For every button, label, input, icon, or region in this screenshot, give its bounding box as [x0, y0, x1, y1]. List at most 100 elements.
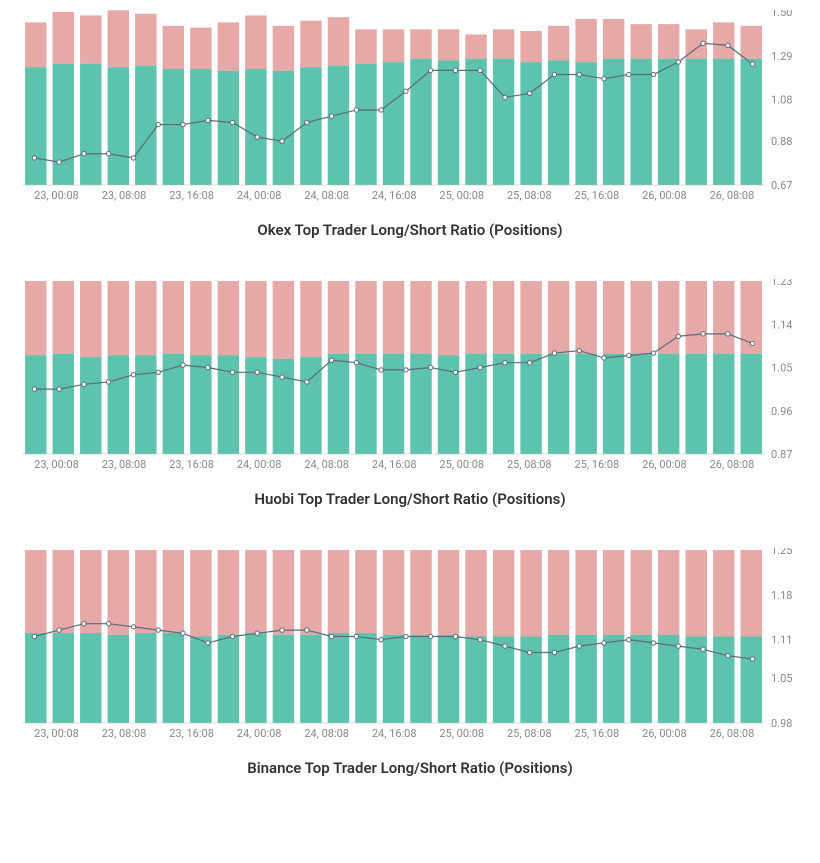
bar-long-segment: [575, 62, 596, 185]
x-tick-label: 23, 08:08: [102, 727, 147, 740]
ratio-marker: [57, 628, 61, 632]
bar-long-segment: [548, 354, 569, 454]
bar-short-segment: [713, 22, 734, 58]
bar-short-segment: [438, 550, 459, 635]
ratio-marker: [726, 654, 730, 658]
ratio-marker: [230, 370, 234, 374]
ratio-marker: [206, 641, 210, 645]
ratio-marker: [577, 348, 581, 352]
ratio-marker: [602, 356, 606, 360]
y-tick-label: 1.08: [771, 94, 792, 107]
ratio-marker: [379, 368, 383, 372]
ratio-marker: [255, 135, 259, 139]
bar-long-segment: [218, 71, 239, 185]
ratio-marker: [255, 631, 259, 635]
bar-short-segment: [630, 24, 651, 59]
bar-long-segment: [438, 635, 459, 723]
bar-short-segment: [53, 550, 74, 633]
bar-long-segment: [410, 635, 431, 723]
bar-short-segment: [80, 550, 101, 633]
ratio-marker: [676, 334, 680, 338]
ratio-marker: [32, 156, 36, 160]
bar-short-segment: [410, 29, 431, 58]
y-tick-label: 0.98: [771, 717, 792, 730]
bar-long-segment: [465, 59, 486, 185]
bar-long-segment: [630, 635, 651, 723]
bar-short-segment: [603, 550, 624, 635]
ratio-marker: [503, 360, 507, 364]
ratio-marker: [676, 60, 680, 64]
bar-short-segment: [465, 281, 486, 354]
bar-long-segment: [245, 633, 266, 723]
ratio-marker: [106, 152, 110, 156]
bar-long-segment: [685, 354, 706, 454]
bar-long-segment: [493, 637, 514, 724]
bar-long-segment: [713, 59, 734, 185]
ratio-marker: [32, 387, 36, 391]
ratio-marker: [750, 341, 754, 345]
bar-short-segment: [548, 281, 569, 354]
ratio-marker: [106, 621, 110, 625]
bar-long-segment: [658, 59, 679, 185]
ratio-marker: [453, 370, 457, 374]
bar-long-segment: [685, 59, 706, 185]
ratio-marker: [280, 139, 284, 143]
ratio-marker: [280, 628, 284, 632]
bar-long-segment: [603, 635, 624, 723]
bar-short-segment: [630, 550, 651, 635]
ratio-marker: [552, 72, 556, 76]
x-tick-label: 26, 08:08: [710, 727, 755, 740]
bar-long-segment: [190, 355, 211, 454]
bar-long-segment: [25, 355, 46, 454]
x-tick-label: 25, 08:08: [507, 458, 552, 471]
ratio-marker: [404, 89, 408, 93]
ratio-marker: [428, 634, 432, 638]
bar-short-segment: [548, 26, 569, 61]
bar-short-segment: [163, 550, 184, 633]
y-tick-label: 0.88: [771, 135, 792, 148]
bar-long-segment: [25, 67, 46, 185]
bar-long-segment: [355, 633, 376, 723]
ratio-marker: [726, 43, 730, 47]
ratio-marker: [354, 108, 358, 112]
bar-long-segment: [410, 59, 431, 185]
ratio-marker: [726, 332, 730, 336]
bar-long-segment: [190, 637, 211, 724]
bar-short-segment: [108, 281, 129, 355]
bar-short-segment: [273, 281, 294, 359]
bar-short-segment: [355, 550, 376, 633]
x-tick-label: 23, 16:08: [169, 727, 214, 740]
bar-short-segment: [25, 22, 46, 67]
bar-short-segment: [328, 17, 349, 65]
bar-short-segment: [520, 281, 541, 354]
bar-short-segment: [163, 26, 184, 69]
ratio-marker: [428, 365, 432, 369]
x-tick-label: 23, 16:08: [169, 189, 214, 202]
ratio-marker: [651, 72, 655, 76]
bar-short-segment: [383, 550, 404, 635]
ratio-marker: [230, 634, 234, 638]
x-tick-label: 26, 08:08: [710, 458, 755, 471]
bar-long-segment: [548, 60, 569, 185]
bar-long-segment: [163, 633, 184, 723]
ratio-marker: [528, 650, 532, 654]
y-tick-label: 1.14: [771, 318, 792, 331]
ratio-marker: [750, 657, 754, 661]
bar-long-segment: [108, 355, 129, 454]
ratio-marker: [701, 332, 705, 336]
ratio-marker: [750, 62, 754, 66]
bar-short-segment: [53, 12, 74, 64]
bar-long-segment: [355, 354, 376, 454]
bar-long-segment: [493, 59, 514, 185]
bar-long-segment: [135, 633, 156, 723]
bar-long-segment: [328, 66, 349, 185]
bar-long-segment: [328, 633, 349, 723]
y-tick-label: 1.23: [771, 279, 792, 288]
ratio-marker: [577, 72, 581, 76]
bar-long-segment: [741, 354, 762, 454]
x-tick-label: 23, 08:08: [102, 189, 147, 202]
ratio-marker: [280, 375, 284, 379]
ratio-marker: [57, 160, 61, 164]
bar-short-segment: [355, 281, 376, 354]
ratio-marker: [627, 353, 631, 357]
